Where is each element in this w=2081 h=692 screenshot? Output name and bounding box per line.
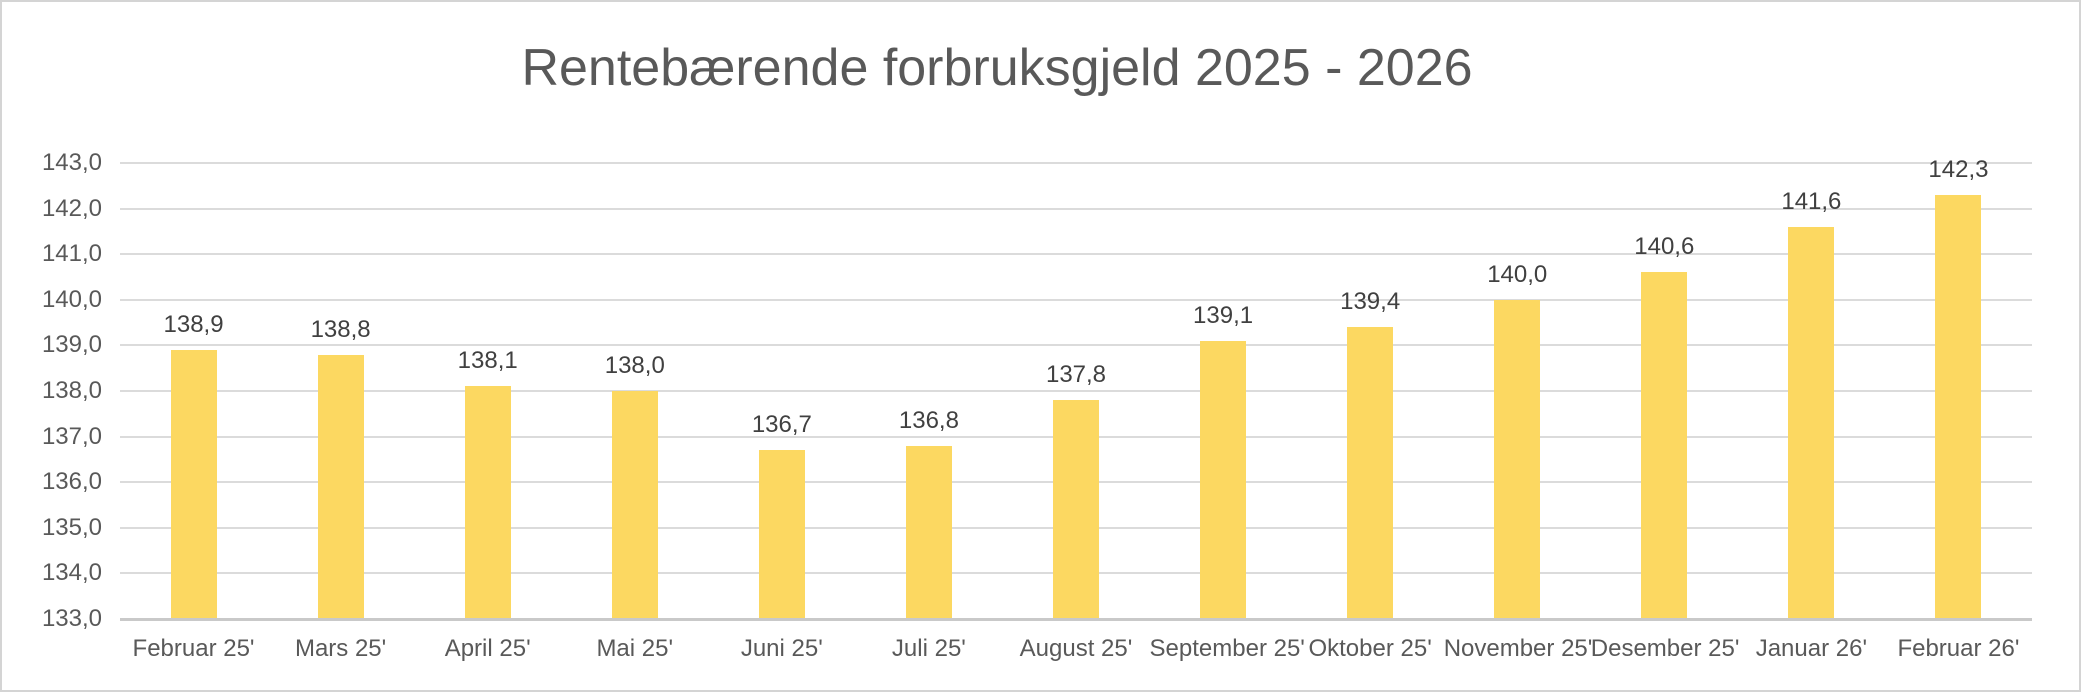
y-axis-tick-label: 134,0 xyxy=(41,559,102,587)
bar[interactable] xyxy=(1494,299,1541,619)
gridline xyxy=(120,344,2032,347)
bar-value-label: 137,8 xyxy=(1045,361,1107,389)
y-axis-tick-label: 141,0 xyxy=(41,240,102,268)
bar[interactable] xyxy=(1200,340,1247,619)
bar-value-label: 138,9 xyxy=(163,310,224,338)
y-axis-tick-label: 133,0 xyxy=(41,605,102,632)
bar-value-label: 140,0 xyxy=(1487,260,1548,288)
bar-value-label: 136,8 xyxy=(898,406,959,434)
x-axis-category-label: Februar 26' xyxy=(1897,635,2020,662)
x-axis-category-label: Juni 25' xyxy=(740,635,823,662)
y-axis-tick-label: 139,0 xyxy=(41,331,102,359)
bar-value-label: 141,6 xyxy=(1781,187,1842,215)
gridline xyxy=(120,253,2032,256)
gridline xyxy=(120,162,2032,164)
bar-value-label: 138,8 xyxy=(310,315,371,343)
chart-title: Rentebærende forbruksgjeld 2025 - 2026 xyxy=(521,39,1473,97)
bar[interactable] xyxy=(758,450,805,619)
bar-value-label: 139,4 xyxy=(1340,288,1401,316)
x-axis-category-label: Mars 25' xyxy=(294,635,387,662)
bar-value-label: 139,1 xyxy=(1193,301,1254,329)
gridline xyxy=(120,207,2032,210)
bar-value-label: 136,7 xyxy=(751,411,812,439)
bar-value-label: 142,3 xyxy=(1928,155,1989,183)
bar-value-label: 140,6 xyxy=(1634,233,1695,261)
x-axis-category-label: April 25' xyxy=(444,635,531,662)
y-axis-tick-label: 143,0 xyxy=(41,149,102,176)
x-axis-category-label: August 25' xyxy=(1019,635,1133,662)
bar[interactable] xyxy=(1935,194,1982,619)
x-axis-category-label: Januar 26' xyxy=(1755,635,1868,662)
x-axis-category-label: Desember 25' xyxy=(1590,635,1740,662)
bar[interactable] xyxy=(905,445,952,619)
y-axis-tick-label: 142,0 xyxy=(41,194,102,222)
bar[interactable] xyxy=(1053,400,1099,619)
bar[interactable] xyxy=(1641,272,1688,619)
x-axis-category-label: Februar 25' xyxy=(132,635,255,662)
bar[interactable] xyxy=(464,386,511,619)
bar[interactable] xyxy=(317,354,364,619)
x-axis-line xyxy=(120,618,2032,621)
bar[interactable] xyxy=(611,391,658,619)
x-axis-category-label: November 25' xyxy=(1443,635,1593,662)
gridline xyxy=(120,390,2032,392)
y-axis-tick-label: 135,0 xyxy=(41,513,102,541)
bar[interactable] xyxy=(1347,327,1394,619)
x-axis-category-label: Mai 25' xyxy=(596,635,674,662)
y-axis-tick-label: 140,0 xyxy=(41,285,102,313)
y-axis-tick-label: 136,0 xyxy=(41,468,102,496)
bar-value-label: 138,0 xyxy=(604,352,665,379)
x-axis-category-label: September 25' xyxy=(1149,635,1305,662)
bar-value-label: 138,1 xyxy=(457,347,518,375)
y-axis-tick-label: 138,0 xyxy=(41,377,102,404)
x-axis-category-label: Juli 25' xyxy=(891,635,966,662)
bar[interactable] xyxy=(170,349,217,619)
bar[interactable] xyxy=(1788,226,1835,619)
gridline xyxy=(120,298,2032,301)
x-axis-category-label: Oktober 25' xyxy=(1308,635,1432,662)
y-axis-tick-label: 137,0 xyxy=(41,422,102,450)
